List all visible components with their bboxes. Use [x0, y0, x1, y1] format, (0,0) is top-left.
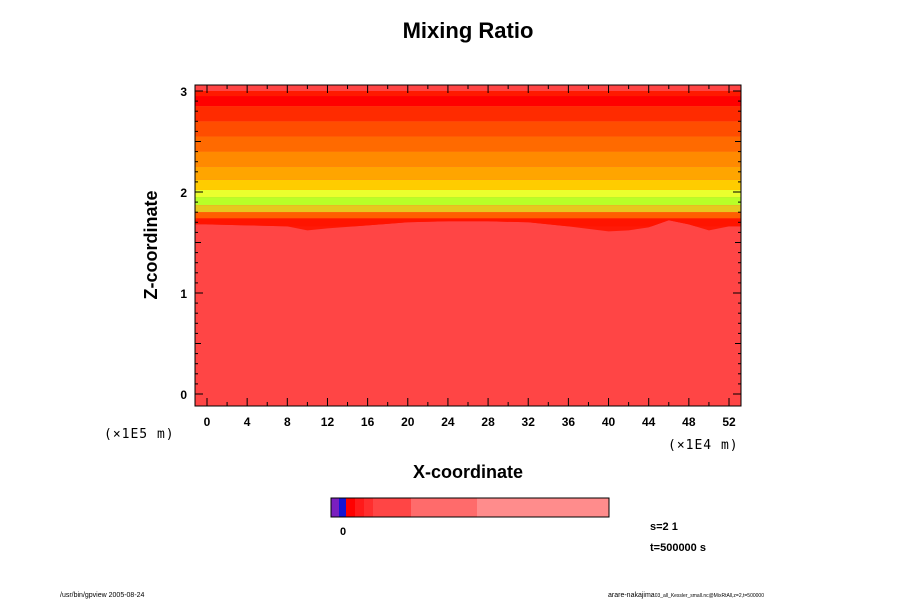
heatmap-layer: [195, 136, 741, 152]
y-axis: 0 1 2 3: [180, 85, 741, 402]
heatmap-layer: [195, 121, 741, 137]
heatmap-layer: [195, 212, 741, 220]
chart-title: Mixing Ratio: [403, 18, 534, 43]
heatmap-layer: [195, 189, 741, 198]
x-tick-label: 40: [602, 415, 616, 429]
heatmap-layer: [195, 179, 741, 190]
colorbar-frame: [330, 497, 610, 518]
heatmap-layer: [195, 197, 741, 206]
heatmap-layer: [195, 96, 741, 107]
x-tick-label: 4: [244, 415, 251, 429]
y-tick-label: 1: [180, 287, 187, 301]
boundary-underfill: [195, 220, 741, 238]
s-label: s=2 1: [650, 521, 678, 533]
y-tick-label: 3: [180, 85, 187, 99]
x-tick-label: 24: [441, 415, 455, 429]
colorbar-cell: [346, 498, 355, 517]
y-axis-title: Z-coordinate: [141, 190, 161, 299]
heatmap-layer: [195, 91, 741, 97]
heatmap-layer: [195, 205, 741, 213]
t-label: t=500000 s: [650, 542, 706, 554]
x-tick-label: 28: [481, 415, 495, 429]
colorbar-cell: [373, 498, 411, 517]
x-tick-label: 16: [361, 415, 375, 429]
x-tick-label: 44: [642, 415, 656, 429]
colorbar-cell: [331, 498, 339, 517]
colorbar-zero-label: 0: [340, 526, 346, 538]
x-tick-label: 8: [284, 415, 291, 429]
x-unit-label: (×1E4 m): [668, 438, 739, 453]
x-axis: 0 4 8 12 16 20 24 28 32 36 40 44 48 52: [204, 85, 736, 429]
x-tick-label: 48: [682, 415, 696, 429]
x-tick-label: 36: [562, 415, 576, 429]
heatmap-layer: [195, 166, 741, 180]
cloud-boundary: [195, 218, 741, 232]
colorbar-cell: [355, 498, 364, 517]
x-tick-label: 52: [722, 415, 736, 429]
footer-right: arare-nakajima03_all_Kessler_small.nc@Mi…: [608, 592, 764, 599]
heatmap-layer: [195, 151, 741, 167]
colorbar-cell: [477, 498, 609, 517]
heatmap-layers: [195, 85, 741, 406]
heatmap-layer: [195, 106, 741, 122]
x-tick-label: 12: [321, 415, 335, 429]
colorbar-cell: [364, 498, 373, 517]
colorbar: [330, 497, 610, 518]
x-tick-label: 0: [204, 415, 211, 429]
colorbar-cell: [411, 498, 477, 517]
x-tick-label: 20: [401, 415, 415, 429]
colorbar-cell: [339, 498, 346, 517]
footer-left: /usr/bin/gpview 2005-08-24: [60, 592, 145, 599]
footer-right-sub: 03_all_Kessler_small.nc@MixRtAll,z=2,t=5…: [655, 593, 765, 599]
y-unit-label: (×1E5 m): [104, 427, 175, 442]
x-tick-label: 32: [522, 415, 536, 429]
y-tick-label: 0: [180, 388, 187, 402]
x-axis-title: X-coordinate: [413, 462, 523, 482]
footer-right-main: arare-nakajima: [608, 592, 655, 599]
y-tick-label: 2: [180, 186, 187, 200]
